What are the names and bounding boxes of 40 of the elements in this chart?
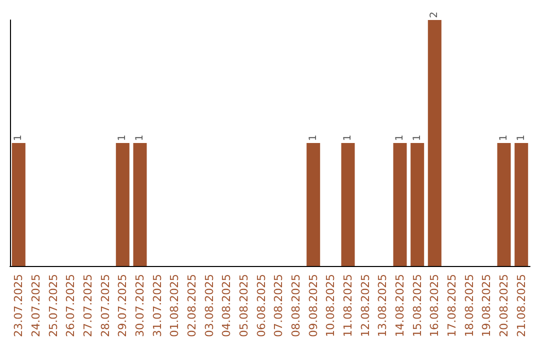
x-tick-label: 10.08.2025 — [324, 274, 338, 338]
data-label: 2 — [429, 12, 440, 18]
x-tick-label: 09.08.2025 — [306, 274, 320, 338]
data-label: 1 — [117, 134, 128, 142]
data-label: 1 — [412, 134, 423, 142]
x-tick-label: 25.07.2025 — [46, 274, 60, 338]
x-tick-label: 17.08.2025 — [446, 274, 458, 338]
data-label: 1 — [498, 134, 510, 142]
data-label: 1 — [308, 134, 319, 142]
x-tick-label: 16.08.2025 — [428, 274, 442, 338]
data-label: 1 — [342, 134, 354, 142]
x-tick-label: 03.08.2025 — [202, 274, 216, 338]
data-label: 1 — [516, 134, 527, 142]
x-tick-label: 27.07.2025 — [82, 274, 94, 338]
x-tick-label: 02.08.2025 — [186, 274, 198, 338]
data-label: 1 — [13, 134, 24, 142]
x-tick-label: 11.08.2025 — [342, 274, 354, 338]
x-tick-label: 19.08.2025 — [480, 274, 494, 338]
x-tick-label: 29.07.2025 — [116, 274, 130, 338]
x-tick-label: 04.08.2025 — [220, 274, 234, 338]
x-tick-label: 24.07.2025 — [30, 274, 42, 338]
x-tick-label: 07.08.2025 — [272, 274, 286, 338]
x-tick-label: 01.08.2025 — [168, 274, 182, 338]
x-tick-label: 08.08.2025 — [290, 274, 302, 338]
x-tick-label: 05.08.2025 — [238, 274, 250, 338]
data-label: 1 — [134, 134, 146, 142]
x-tick-label: 18.08.2025 — [462, 274, 476, 338]
x-tick-label: 26.07.2025 — [64, 274, 78, 338]
x-tick-label: 30.07.2025 — [134, 274, 146, 338]
x-tick-label: 21.08.2025 — [514, 274, 528, 338]
data-label: 1 — [394, 134, 406, 142]
x-tick-label: 13.08.2025 — [376, 274, 390, 338]
x-tick-label: 15.08.2025 — [410, 274, 424, 338]
x-tick-label: 31.07.2025 — [150, 274, 164, 338]
x-tick-label: 23.07.2025 — [12, 274, 26, 338]
x-tick-label: 12.08.2025 — [358, 274, 372, 338]
x-tick-label: 06.08.2025 — [254, 274, 268, 338]
x-tick-label: 28.07.2025 — [98, 274, 112, 338]
x-tick-label: 20.08.2025 — [498, 274, 510, 338]
x-tick-label: 14.08.2025 — [394, 274, 406, 338]
